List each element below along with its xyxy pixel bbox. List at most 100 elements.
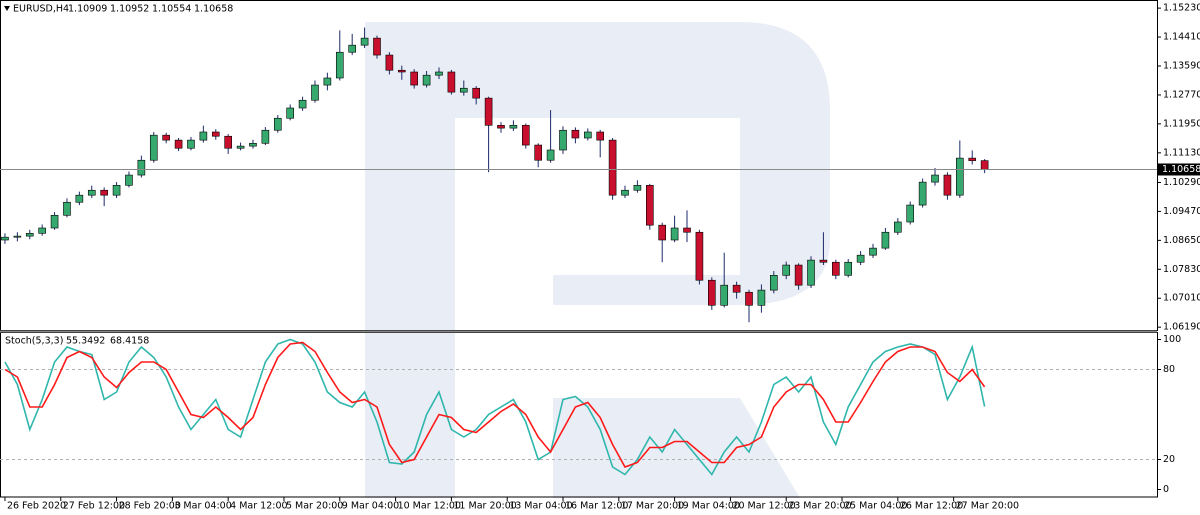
candle-body [459,87,468,93]
y-tick-label: 1.11950 [1163,118,1200,129]
candle-body [87,189,96,196]
y-tick-label: 1.07010 [1163,293,1200,304]
y-tick-label: 1.15230 [1163,3,1200,14]
x-tick-label: 11 Mar 20:00 [453,501,516,512]
candle-body [199,131,208,141]
candle-body [385,54,394,71]
x-tick-label: 16 Mar 12:00 [565,501,628,512]
stoch-title: Stoch(5,3,3) [5,336,63,347]
candle-body [670,227,679,241]
stoch-main-value: 55.3492 [66,336,105,347]
candle-body [348,44,356,53]
candle-body [410,71,418,86]
candle-body [100,189,108,196]
candle-body [956,157,964,196]
candle-body [980,160,989,170]
candle-body [745,291,753,306]
symbol-menu-icon[interactable] [4,6,10,11]
candle-body [162,134,170,141]
header-open: 1.10909 [68,4,107,15]
candle-body [224,135,232,149]
candle-body [509,124,518,129]
candle-body [794,264,803,286]
candle-body [435,71,443,76]
x-tick-label: 20 Mar 12:00 [732,501,795,512]
candle-body [397,69,406,73]
header-low: 1.10554 [152,4,191,15]
y-tick-label: 80 [1163,364,1175,375]
y-tick-label: 1.11130 [1163,147,1200,158]
candle-body [621,189,629,196]
candle-body [298,99,307,109]
stoch-line [4,341,986,468]
y-tick-label: 20 [1163,454,1175,465]
last-price-box [1158,163,1200,176]
candle-body [1,236,9,241]
candle-body [534,144,542,161]
candle-body [844,261,853,276]
candle-body [720,284,729,306]
candle-body [373,37,381,56]
candle-body [695,231,704,281]
candle-body [50,214,59,229]
candle-body [782,264,791,276]
symbol-title: EURUSD,H4 [13,4,69,15]
candle-body [968,157,977,161]
header-high: 1.10952 [110,4,149,15]
candle-body [75,194,84,203]
watermark-stem [365,22,455,498]
candle-body [273,117,282,131]
candle-body [931,174,939,183]
x-tick-label: 17 Mar 20:00 [621,501,684,512]
stoch-line [4,338,986,476]
candle-body [658,224,667,241]
last-price-label: 1.10658 [1162,164,1200,175]
candle-body [125,174,133,186]
candle-body [25,232,34,237]
x-tick-label: 27 Feb 12:00 [63,501,125,512]
candle-body [311,84,319,101]
x-tick-label: 25 Mar 04:00 [844,501,907,512]
y-tick-label: 1.14410 [1163,32,1200,43]
candle-body [894,221,902,233]
candle-body [856,254,865,263]
x-tick-label: 28 Feb 20:00 [119,501,181,512]
x-tick-label: 19 Mar 04:00 [677,501,740,512]
candle-body [112,184,121,196]
candle-body [249,142,257,147]
y-tick-label: 1.13590 [1163,61,1200,72]
candle-body [571,129,580,139]
x-tick-label: 9 Mar 04:00 [342,501,399,512]
candle-body [323,77,332,86]
candle-body [63,201,71,216]
candle-body [646,184,654,226]
candle-body [236,145,245,149]
candle-body [149,134,158,161]
candle-body [906,204,915,223]
candle-body [261,129,270,144]
candle-body [447,71,456,93]
candle-body [211,131,220,137]
candle-body [943,174,952,196]
candle-body [596,131,605,141]
candle-body [608,139,617,196]
candle-body [137,159,146,176]
candle-body [484,97,493,126]
x-tick-label: 10 Mar 12:00 [398,501,461,512]
header-close: 1.10658 [194,4,233,15]
candle-body [422,74,431,86]
candle-body [770,274,778,291]
x-tick-label: 3 Mar 04:00 [174,501,231,512]
candle-body [819,259,828,263]
y-tick-label: 1.07830 [1163,264,1200,275]
y-tick-label: 1.12770 [1163,89,1200,100]
candle-body [869,247,877,256]
watermark [365,22,830,498]
candle-body [584,131,592,139]
y-tick-label: 1.10290 [1163,177,1200,188]
x-tick-label: 26 Feb 2020 [7,501,66,512]
x-tick-label: 26 Mar 12:00 [900,501,963,512]
candle-body [335,51,344,79]
candle-body [633,184,642,191]
